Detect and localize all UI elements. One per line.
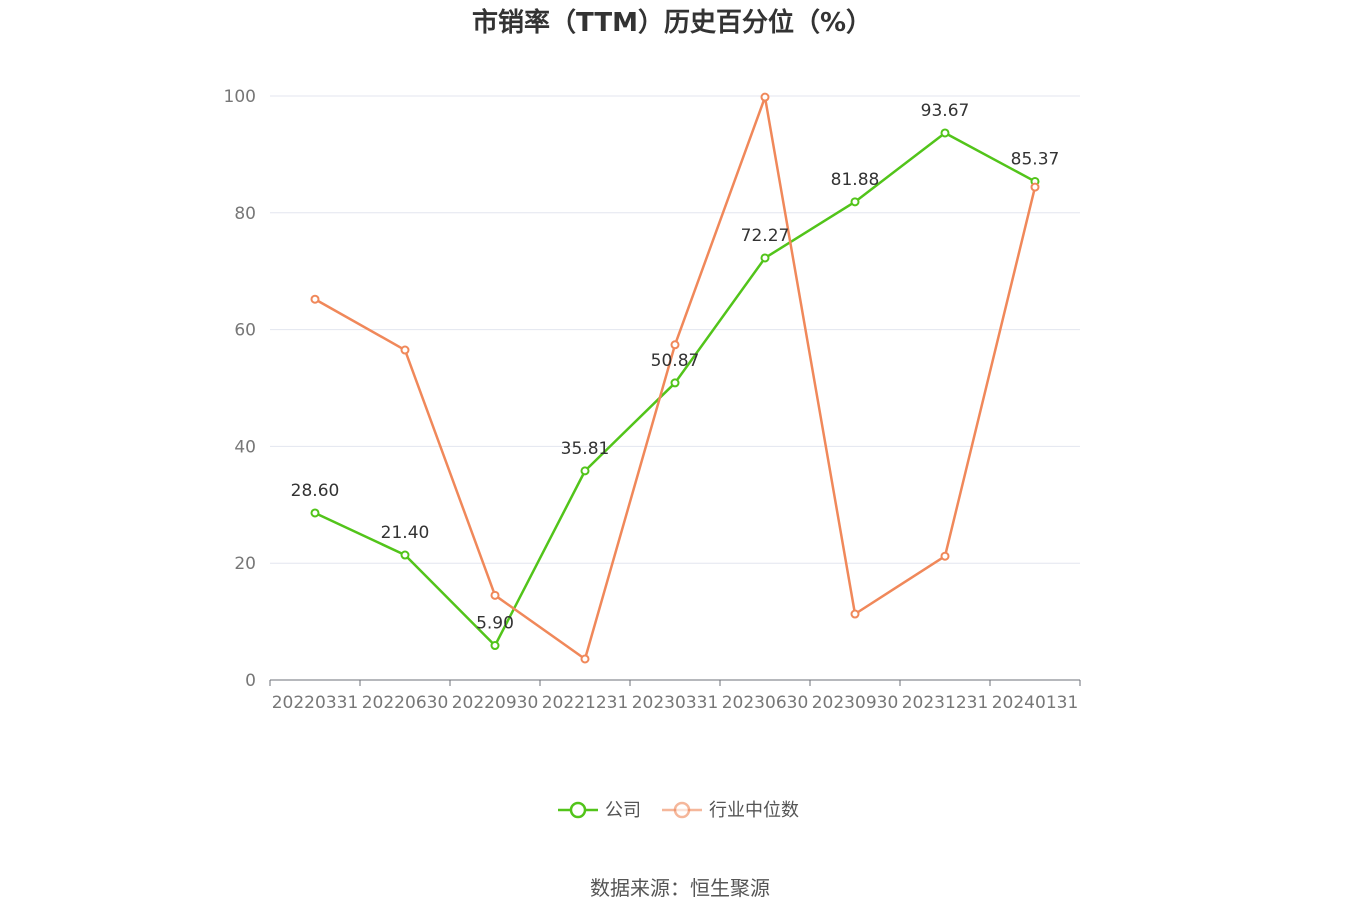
data-point[interactable] [490,641,500,651]
legend-label: 公司 [605,800,641,821]
data-point[interactable] [850,197,860,207]
data-label: 93.67 [921,101,970,121]
x-tick-label: 20220630 [362,693,449,713]
y-tick-label: 40 [234,437,256,457]
legend-label: 行业中位数 [709,800,799,821]
x-tick-label: 20230331 [632,693,719,713]
data-point[interactable] [400,345,410,355]
x-tick-label: 20220930 [452,693,539,713]
data-point[interactable] [490,590,500,600]
x-tick-label: 20240131 [992,693,1079,713]
data-point[interactable] [760,253,770,263]
chart-title: 市销率（TTM）历史百分位（%） [472,7,872,38]
legend-item-1[interactable]: 行业中位数 [662,800,799,821]
data-label: 35.81 [561,439,610,459]
data-labels: 28.60 21.40 5.90 35.81 50.87 72.27 81.88 93.67 8… [291,101,1060,634]
data-label: 5.90 [476,614,514,634]
data-label: 72.27 [741,226,790,246]
axes: 0 20 40 60 80 100 20220331 20220630 20220930 2022… [224,87,1081,713]
data-point[interactable] [310,508,320,518]
y-tick-label: 0 [245,671,256,691]
data-point[interactable] [1030,182,1040,192]
data-point[interactable] [940,128,950,138]
y-tick-label: 20 [234,554,256,574]
data-point[interactable] [760,92,770,102]
data-label: 81.88 [831,170,880,190]
legend[interactable]: 公司 行业中位数 [558,800,799,821]
data-point[interactable] [400,550,410,560]
data-point[interactable] [310,294,320,304]
data-point[interactable] [580,466,590,476]
data-point[interactable] [670,340,680,350]
data-label: 28.60 [291,481,340,501]
y-tick-label: 80 [234,204,256,224]
x-tick-label: 20220331 [272,693,359,713]
data-point[interactable] [580,654,590,664]
y-tick-label: 100 [224,87,256,107]
data-label: 85.37 [1011,149,1060,169]
x-tick-label: 20230630 [722,693,809,713]
data-label: 50.87 [651,351,700,371]
data-point[interactable] [850,609,860,619]
data-label: 21.40 [381,523,430,543]
x-tick-label: 20230930 [812,693,899,713]
data-point[interactable] [940,551,950,561]
data-point[interactable] [670,378,680,388]
gridlines [270,95,1080,564]
legend-item-0[interactable]: 公司 [558,800,641,821]
y-tick-label: 60 [234,321,256,341]
x-tick-label: 20231231 [902,693,989,713]
legend-swatch-marker [569,801,587,819]
legend-swatch-marker [673,801,691,819]
source-note: 数据来源：恒生聚源 [590,876,770,900]
series-layer [310,92,1040,664]
x-tick-label: 20221231 [542,693,629,713]
